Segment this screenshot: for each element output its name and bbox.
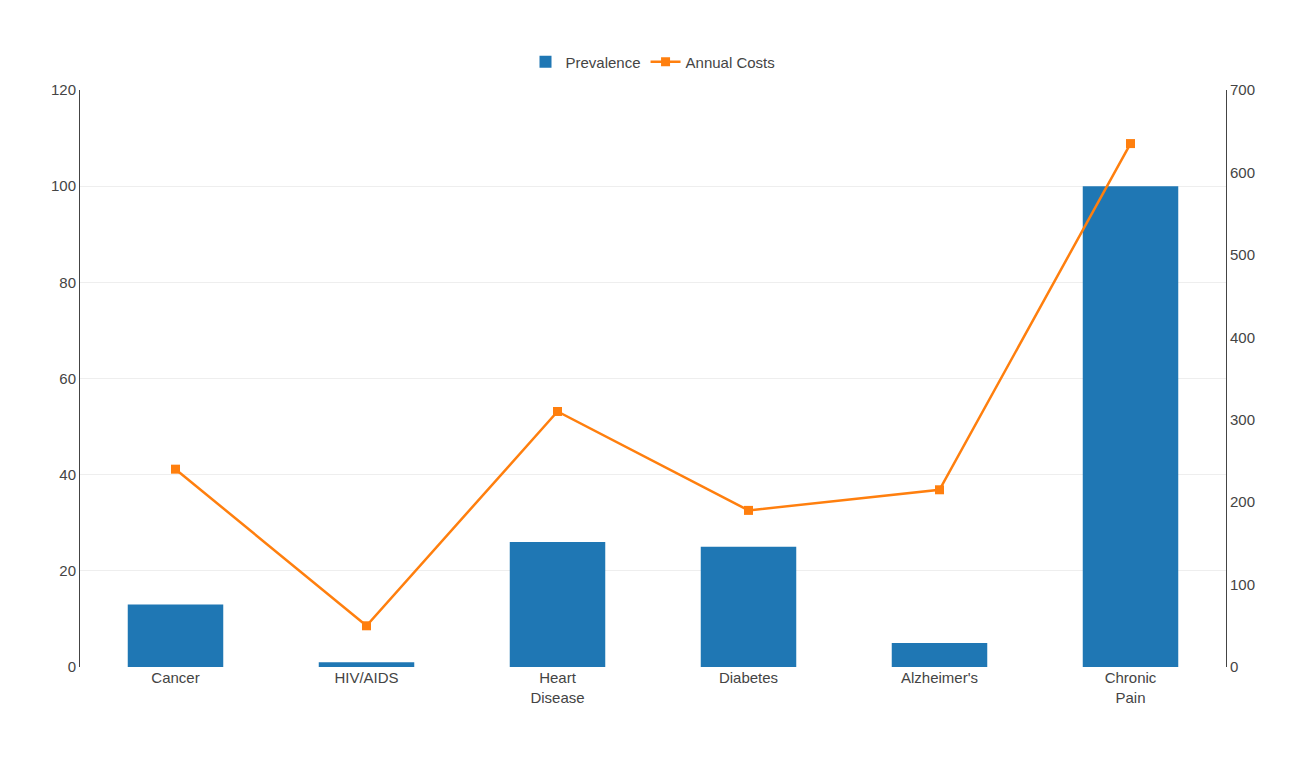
svg-text:0: 0 xyxy=(1230,658,1238,675)
svg-text:40: 40 xyxy=(59,466,76,483)
svg-text:600: 600 xyxy=(1230,164,1255,181)
svg-text:200: 200 xyxy=(1230,493,1255,510)
svg-text:ChronicPain: ChronicPain xyxy=(1105,669,1157,706)
svg-text:500: 500 xyxy=(1230,246,1255,263)
svg-text:60: 60 xyxy=(59,370,76,387)
svg-text:Diabetes: Diabetes xyxy=(719,669,778,686)
svg-text:Annual Costs: Annual Costs xyxy=(686,54,775,71)
svg-text:20: 20 xyxy=(59,562,76,579)
svg-text:80: 80 xyxy=(59,274,76,291)
svg-text:Alzheimer's: Alzheimer's xyxy=(901,669,978,686)
svg-text:HIV/AIDS: HIV/AIDS xyxy=(334,669,398,686)
svg-text:700: 700 xyxy=(1230,81,1255,98)
svg-text:Cancer: Cancer xyxy=(151,669,199,686)
svg-text:400: 400 xyxy=(1230,329,1255,346)
svg-text:0: 0 xyxy=(68,658,76,675)
svg-text:100: 100 xyxy=(1230,576,1255,593)
svg-text:HeartDisease: HeartDisease xyxy=(530,669,584,706)
svg-text:300: 300 xyxy=(1230,411,1255,428)
svg-text:100: 100 xyxy=(51,177,76,194)
svg-text:120: 120 xyxy=(51,81,76,98)
svg-text:Prevalence: Prevalence xyxy=(566,54,641,71)
